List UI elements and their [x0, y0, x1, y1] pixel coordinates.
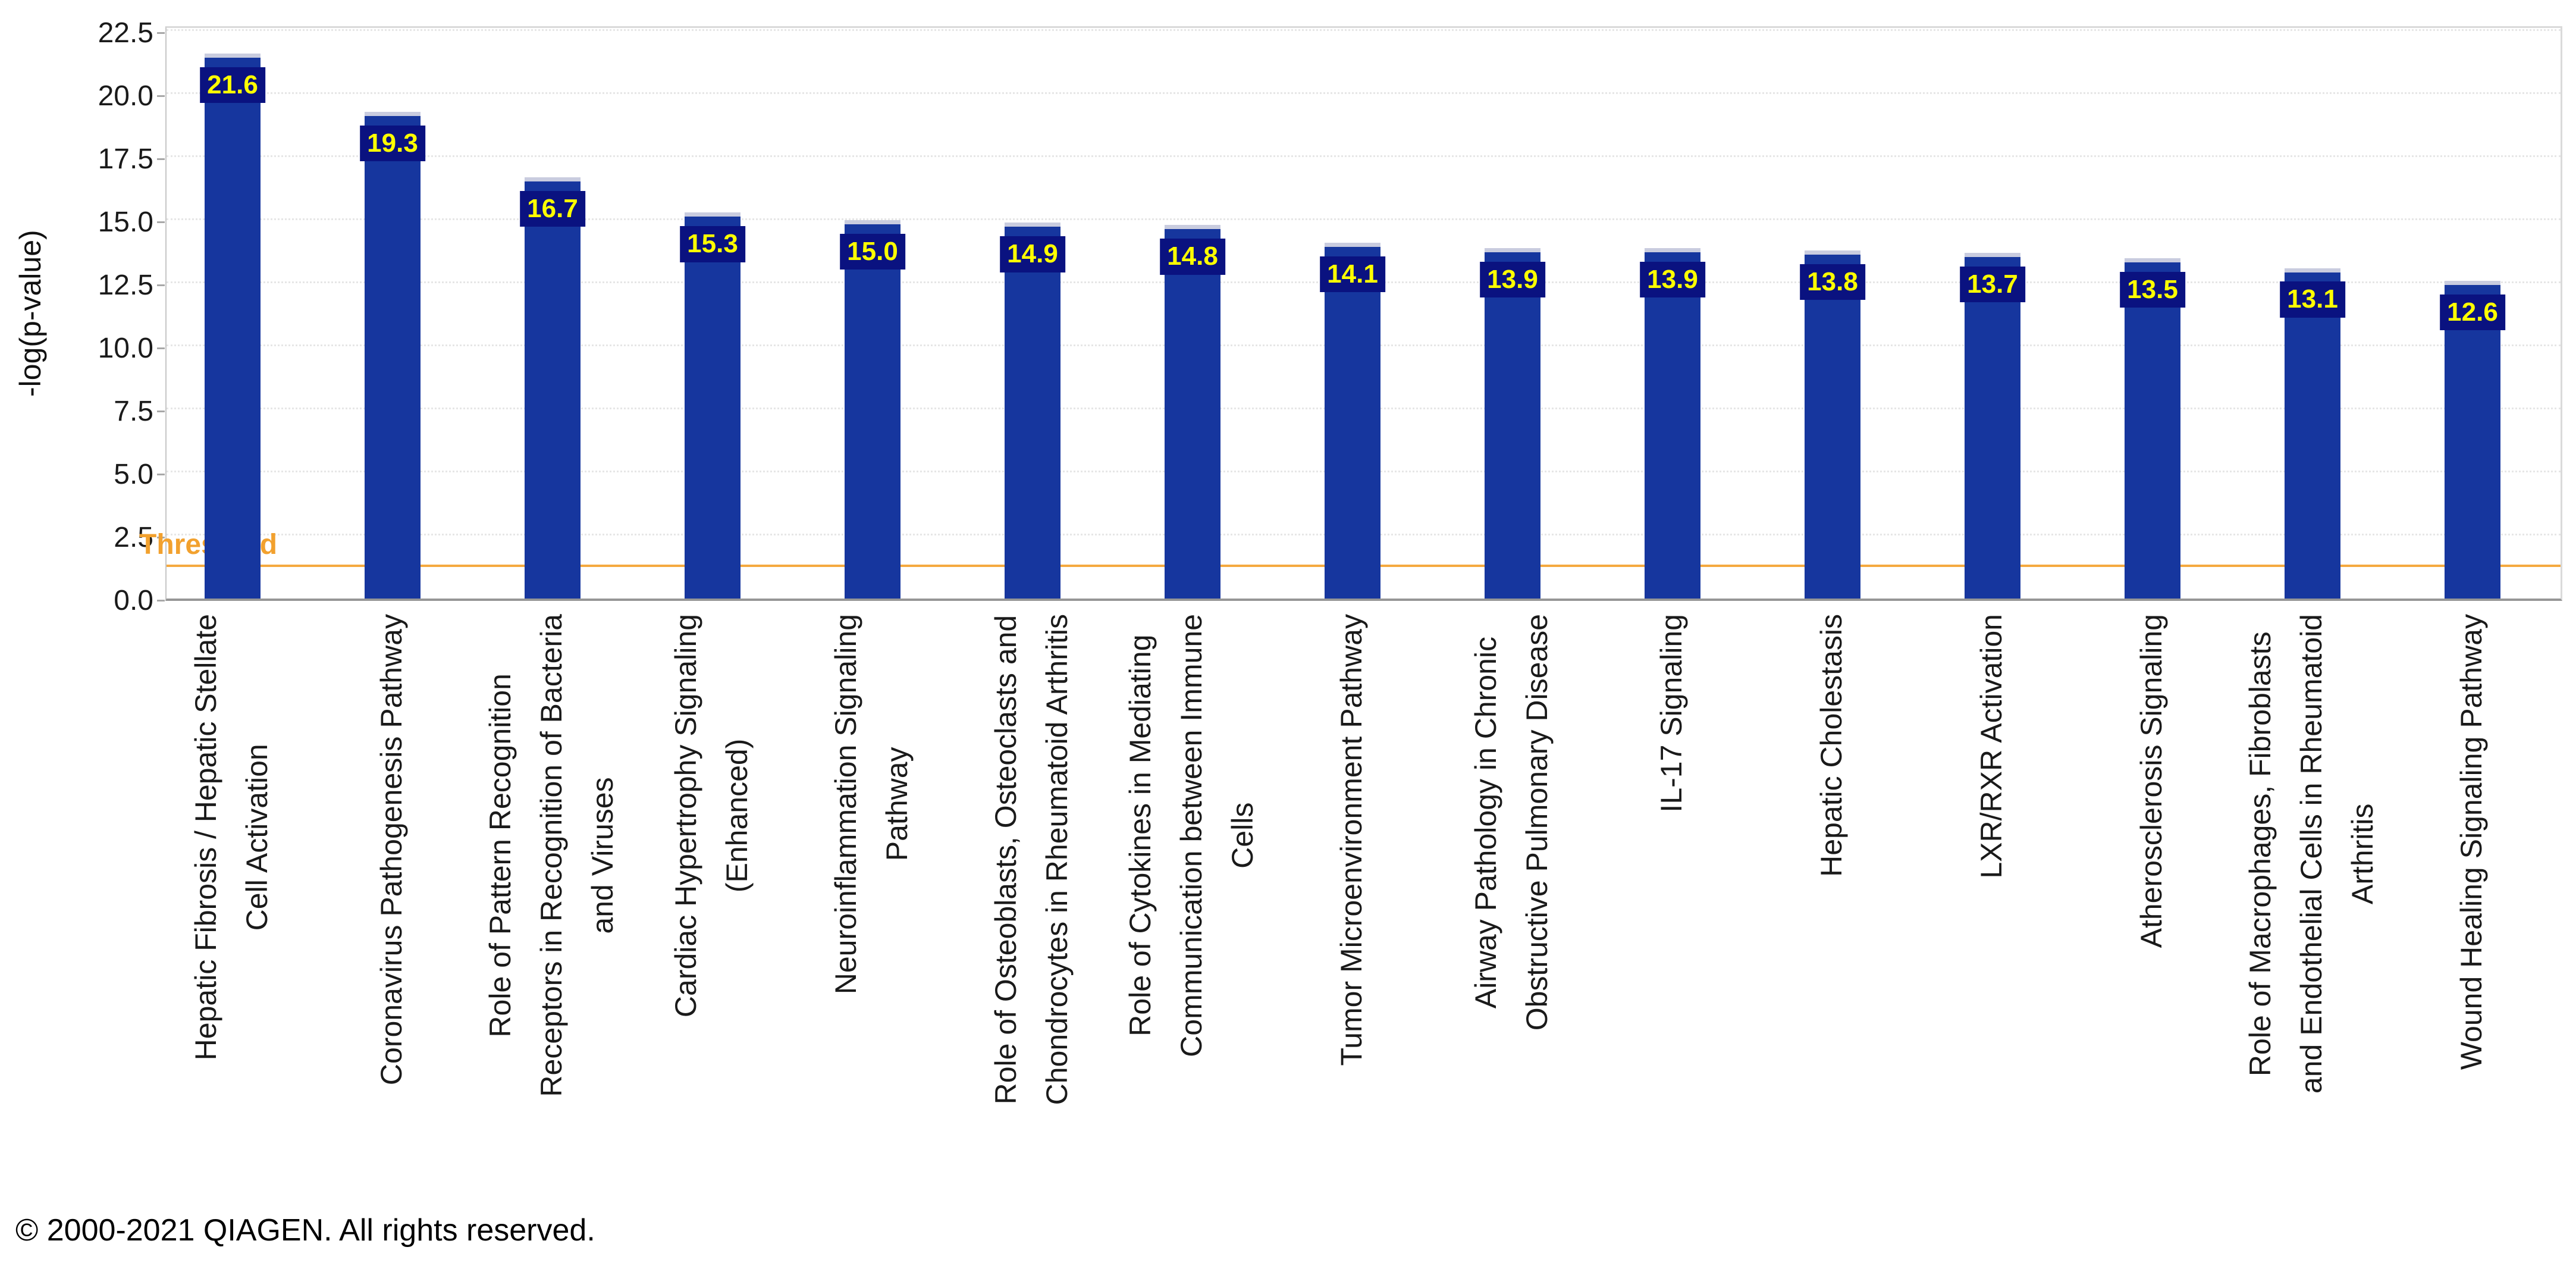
- pathway-bar[interactable]: [1645, 247, 1700, 599]
- x-axis-category-label[interactable]: LXR/RXR Activation: [1975, 614, 2008, 879]
- y-tick-mark: [157, 473, 165, 475]
- y-tick-label: 20.0: [98, 80, 153, 112]
- pathway-bar[interactable]: [1965, 253, 2020, 599]
- y-tick-mark: [157, 536, 165, 538]
- pathway-bar[interactable]: [1165, 225, 1220, 599]
- pathway-bar[interactable]: [1485, 247, 1540, 599]
- bar-value-label: 15.3: [680, 226, 745, 262]
- bar-value-label: 15.0: [840, 233, 905, 270]
- x-axis-category-label[interactable]: Hepatic Cholestasis: [1815, 614, 1848, 877]
- x-axis-category-label[interactable]: Airway Pathology in Chronic Obstructive …: [1469, 614, 1554, 1031]
- x-axis-category-label[interactable]: Tumor Microenvironment Pathway: [1335, 614, 1368, 1066]
- copyright-text: © 2000-2021 QIAGEN. All rights reserved.: [15, 1213, 595, 1248]
- y-tick-mark: [157, 158, 165, 160]
- y-tick-mark: [157, 600, 165, 601]
- x-axis-category-label[interactable]: Wound Healing Signaling Pathway: [2455, 614, 2488, 1070]
- y-tick-label: 12.5: [98, 269, 153, 301]
- pathway-bar[interactable]: [205, 54, 261, 599]
- bar-value-label: 13.9: [1640, 261, 1705, 297]
- x-axis-category-label[interactable]: Role of Pattern Recognition Receptors in…: [484, 614, 619, 1097]
- y-tick-mark: [157, 284, 165, 286]
- y-tick-label: 7.5: [114, 395, 153, 427]
- pathway-bar[interactable]: [365, 111, 421, 599]
- pathway-bar[interactable]: [1805, 250, 1860, 599]
- x-axis-category-label[interactable]: Atherosclerosis Signaling: [2135, 614, 2168, 948]
- bar-value-label: 14.1: [1320, 256, 1385, 293]
- plot-area: Threshold 21.619.316.715.315.014.914.814…: [139, 26, 2562, 601]
- y-tick-mark: [157, 410, 165, 412]
- x-axis-category-label[interactable]: Role of Cytokines in Mediating Communica…: [1124, 614, 1259, 1057]
- y-tick-label: 17.5: [98, 143, 153, 175]
- x-axis-category-label[interactable]: Coronavirus Pathogenesis Pathway: [375, 614, 408, 1086]
- pathway-bar[interactable]: [845, 220, 900, 599]
- x-axis-category-label[interactable]: Cardiac Hypertrophy Signaling (Enhanced): [669, 614, 754, 1018]
- gridline: [167, 92, 2561, 94]
- x-axis-category-label[interactable]: Neuroinflammation Signaling Pathway: [829, 614, 914, 995]
- pathway-bar[interactable]: [525, 177, 581, 599]
- y-tick-mark: [157, 221, 165, 223]
- y-tick-mark: [157, 32, 165, 34]
- x-axis-category-label[interactable]: IL-17 Signaling: [1655, 614, 1688, 813]
- bar-value-label: 14.8: [1160, 239, 1225, 275]
- x-axis-category-label[interactable]: Role of Osteoblasts, Osteoclasts and Cho…: [989, 614, 1074, 1105]
- bar-value-label: 13.8: [1800, 264, 1865, 300]
- bar-value-label: 14.9: [1000, 236, 1065, 272]
- x-axis-category-label[interactable]: Role of Macrophages, Fibroblasts and End…: [2244, 614, 2379, 1094]
- pathway-bar[interactable]: [685, 212, 741, 599]
- gridline: [167, 218, 2561, 220]
- pathway-bar[interactable]: [2125, 258, 2180, 599]
- bar-value-label: 13.7: [1960, 267, 2025, 303]
- bar-value-label: 13.5: [2120, 271, 2185, 308]
- y-tick-label: 22.5: [98, 17, 153, 49]
- y-tick-label: 0.0: [114, 585, 153, 616]
- y-tick-label: 5.0: [114, 458, 153, 490]
- pathway-bar[interactable]: [2285, 268, 2340, 599]
- y-axis-title: -log(p-value): [14, 230, 47, 397]
- bar-value-label: 21.6: [200, 67, 265, 104]
- bar-value-label: 16.7: [520, 190, 585, 227]
- bar-value-label: 13.9: [1480, 261, 1545, 297]
- y-tick-label: 2.5: [114, 521, 153, 553]
- y-tick-label: 10.0: [98, 332, 153, 364]
- bar-value-label: 19.3: [360, 125, 425, 161]
- y-tick-label: 15.0: [98, 206, 153, 238]
- y-tick-mark: [157, 347, 165, 349]
- y-tick-mark: [157, 95, 165, 97]
- gridline: [167, 155, 2561, 157]
- pathway-bar[interactable]: [2445, 280, 2500, 599]
- bar-value-label: 13.1: [2280, 281, 2345, 318]
- x-axis-category-label[interactable]: Hepatic Fibrosis / Hepatic Stellate Cell…: [189, 614, 274, 1061]
- gridline: [167, 29, 2561, 31]
- pathway-bar[interactable]: [1005, 223, 1060, 599]
- bar-value-label: 12.6: [2440, 294, 2505, 331]
- pathway-bar[interactable]: [1325, 243, 1380, 599]
